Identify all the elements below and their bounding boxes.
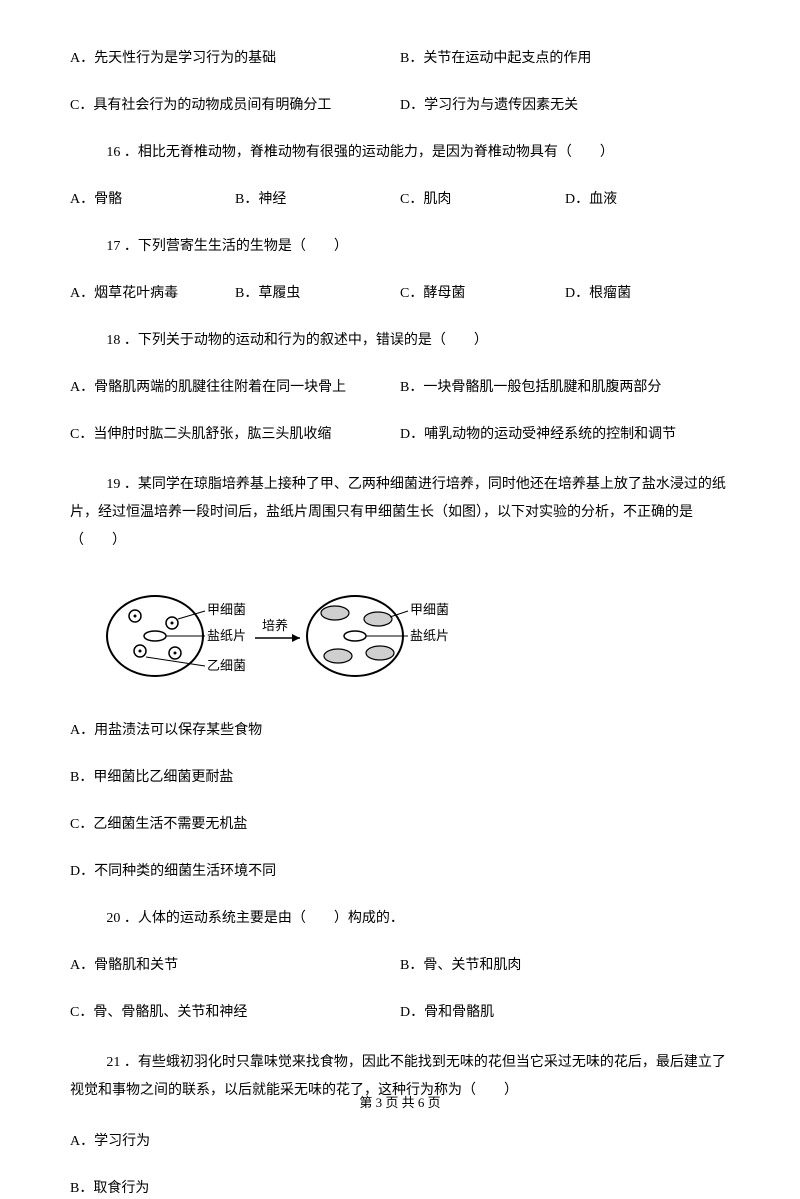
q15-opt-c: C．具有社会行为的动物成员间有明确分工 xyxy=(70,95,400,116)
q15-opt-b: B．关节在运动中起支点的作用 xyxy=(400,48,730,69)
q20-options-row2: C．骨、骨骼肌、关节和神经 D．骨和骨骼肌 xyxy=(70,1002,730,1023)
right-salt-paper xyxy=(344,631,366,641)
page-footer: 第 3 页 共 6 页 xyxy=(0,1093,800,1113)
q19-stem: 19 ．某同学在琼脂培养基上接种了甲、乙两种细菌进行培养，同时他还在培养基上放了… xyxy=(70,471,730,555)
q15-opt-a: A．先天性行为是学习行为的基础 xyxy=(70,48,400,69)
q19-opt-c: C．乙细菌生活不需要无机盐 xyxy=(70,814,730,835)
q19-options: A．用盐渍法可以保存某些食物 B．甲细菌比乙细菌更耐盐 C．乙细菌生活不需要无机… xyxy=(70,720,730,882)
q20-opt-a: A．骨骼肌和关节 xyxy=(70,955,400,976)
q18-opt-d: D．哺乳动物的运动受神经系统的控制和调节 xyxy=(400,424,730,445)
right-blob-2 xyxy=(364,612,392,626)
q17-options: A．烟草花叶病毒 B．草履虫 C．酵母菌 D．根瘤菌 xyxy=(70,283,730,304)
q21-options: A．学习行为 B．取食行为 xyxy=(70,1131,730,1199)
q21-opt-b: B．取食行为 xyxy=(70,1178,730,1199)
q17-opt-a: A．烟草花叶病毒 xyxy=(70,283,235,304)
q20-stem: 20 ．人体的运动系统主要是由（ ）构成的． xyxy=(70,908,730,929)
q19-opt-a: A．用盐渍法可以保存某些食物 xyxy=(70,720,730,741)
label-jia-right: 甲细菌 xyxy=(410,602,449,617)
right-blob-4 xyxy=(366,646,394,660)
right-blob-3 xyxy=(324,649,352,663)
q19-opt-b: B．甲细菌比乙细菌更耐盐 xyxy=(70,767,730,788)
petri-dish-svg: 甲细菌 盐纸片 乙细菌 培养 甲细菌 盐纸片 xyxy=(100,581,460,691)
left-yi-dot-2c xyxy=(174,652,177,655)
q17-opt-c: C．酵母菌 xyxy=(400,283,565,304)
q20-opt-d: D．骨和骨骼肌 xyxy=(400,1002,730,1023)
label-yan-left: 盐纸片 xyxy=(207,628,246,643)
q18-options-row2: C．当伸肘时肱二头肌舒张，肱三头肌收缩 D．哺乳动物的运动受神经系统的控制和调节 xyxy=(70,424,730,445)
q18-stem: 18 ．下列关于动物的运动和行为的叙述中，错误的是（ ） xyxy=(70,330,730,351)
q18-opt-a: A．骨骼肌两端的肌腱往往附着在同一块骨上 xyxy=(70,377,400,398)
q21-opt-a: A．学习行为 xyxy=(70,1131,730,1152)
q19-diagram: 甲细菌 盐纸片 乙细菌 培养 甲细菌 盐纸片 xyxy=(100,581,730,698)
right-blob-1 xyxy=(321,606,349,620)
q18-options-row1: A．骨骼肌两端的肌腱往往附着在同一块骨上 B．一块骨骼肌一般包括肌腱和肌腹两部分 xyxy=(70,377,730,398)
left-yi-dot-1c xyxy=(139,650,142,653)
left-jia-dot-1c xyxy=(134,615,137,618)
q18-opt-b: B．一块骨骼肌一般包括肌腱和肌腹两部分 xyxy=(400,377,730,398)
label-yi-left: 乙细菌 xyxy=(207,658,246,673)
label-yan-right: 盐纸片 xyxy=(410,628,449,643)
q16-stem: 16 ．相比无脊椎动物，脊椎动物有很强的运动能力，是因为脊椎动物具有（ ） xyxy=(70,142,730,163)
q19-opt-d: D．不同种类的细菌生活环境不同 xyxy=(70,861,730,882)
arrow-head xyxy=(292,634,300,642)
q17-opt-b: B．草履虫 xyxy=(235,283,400,304)
q15-options-row1: A．先天性行为是学习行为的基础 B．关节在运动中起支点的作用 xyxy=(70,48,730,69)
left-jia-dot-2c xyxy=(171,622,174,625)
q18-opt-c: C．当伸肘时肱二头肌舒张，肱三头肌收缩 xyxy=(70,424,400,445)
q17-stem: 17 ．下列营寄生生活的生物是（ ） xyxy=(70,236,730,257)
q16-opt-c: C．肌肉 xyxy=(400,189,565,210)
q16-options: A．骨骼 B．神经 C．肌肉 D．血液 xyxy=(70,189,730,210)
q20-options-row1: A．骨骼肌和关节 B．骨、关节和肌肉 xyxy=(70,955,730,976)
q17-opt-d: D．根瘤菌 xyxy=(565,283,730,304)
q20-opt-c: C．骨、骨骼肌、关节和神经 xyxy=(70,1002,400,1023)
q16-opt-b: B．神经 xyxy=(235,189,400,210)
q15-opt-d: D．学习行为与遗传因素无关 xyxy=(400,95,730,116)
label-peiy: 培养 xyxy=(262,618,288,633)
q16-opt-a: A．骨骼 xyxy=(70,189,235,210)
q15-options-row2: C．具有社会行为的动物成员间有明确分工 D．学习行为与遗传因素无关 xyxy=(70,95,730,116)
q20-opt-b: B．骨、关节和肌肉 xyxy=(400,955,730,976)
label-jia-left: 甲细菌 xyxy=(207,602,246,617)
q16-opt-d: D．血液 xyxy=(565,189,730,210)
left-salt-paper xyxy=(144,631,166,641)
